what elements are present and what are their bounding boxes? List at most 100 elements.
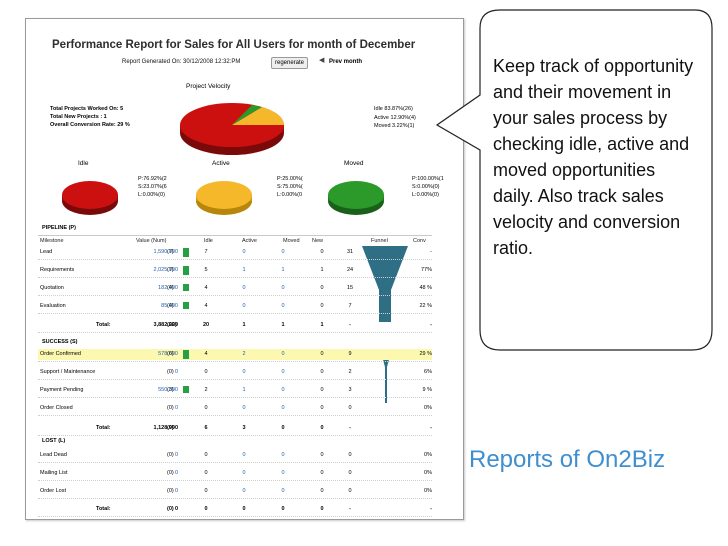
row-divider	[38, 259, 432, 260]
cell-moved[interactable]: 0	[281, 488, 285, 494]
cell-active[interactable]: 0	[242, 285, 246, 291]
moved-stat-p: P:100.00%(1	[412, 176, 444, 182]
total-projects-text: Total Projects Worked On: 5	[50, 106, 124, 112]
header-idle: Idle	[204, 238, 213, 244]
row-divider	[38, 480, 432, 481]
row-divider	[38, 462, 432, 463]
cell-moved[interactable]: 0	[281, 369, 285, 375]
cell-moved[interactable]: 0	[281, 351, 285, 357]
cell-active[interactable]: 0	[242, 303, 246, 309]
conversion-rate-text: Overall Conversion Rate: 29 %	[50, 122, 130, 128]
cell-active[interactable]: 0	[242, 452, 246, 458]
cell-moved[interactable]: 0	[281, 249, 285, 255]
cell-new: 0	[320, 405, 324, 411]
header-active: Active	[242, 238, 257, 244]
cell-new: 0	[320, 285, 324, 291]
legend-moved: Moved 3.22%(1)	[374, 123, 415, 129]
cell-idle: 0	[204, 506, 208, 512]
cell-num: (0)	[167, 506, 174, 512]
prev-month-link[interactable]: Prev month	[329, 59, 363, 65]
cell-moved: 1	[281, 322, 285, 328]
total-label: Total:	[96, 506, 111, 512]
row-divider	[38, 277, 432, 278]
cell-value[interactable]: 550,000	[158, 387, 178, 393]
active-stat-l: L:0.00%(0	[277, 192, 303, 198]
cell-conv: 6%	[424, 369, 432, 375]
cell-active[interactable]: 2	[242, 351, 246, 357]
cell-funnel-n: 31	[346, 249, 354, 255]
regenerate-button[interactable]: regenerate	[271, 57, 309, 69]
cell-value[interactable]: 0	[174, 470, 178, 476]
header-value: Value (Num)	[136, 238, 167, 244]
active-pie-stats: P:25.00%( S:75.00%( L:0.00%(0	[277, 175, 303, 199]
cell-conv: 0%	[424, 405, 432, 411]
divider	[38, 235, 432, 236]
cell-active[interactable]: 0	[242, 470, 246, 476]
cell-funnel-n: 9	[348, 351, 352, 357]
cell-funnel-n: 0	[348, 488, 352, 494]
cell-new: 1	[320, 267, 324, 273]
cell-num: (0)	[167, 470, 174, 476]
cell-value: 0	[174, 506, 178, 512]
cell-funnel-n: -	[349, 506, 351, 512]
cell-new: 0	[320, 249, 324, 255]
cell-active[interactable]: 0	[242, 249, 246, 255]
row-divider	[38, 332, 432, 333]
cell-value[interactable]: 1,590,000	[153, 249, 178, 255]
cell-idle: 0	[204, 369, 208, 375]
cell-value[interactable]: 0	[174, 369, 178, 375]
cell-moved[interactable]: 0	[281, 285, 285, 291]
cell-active: 3	[242, 425, 246, 431]
cell-funnel-n: 0	[348, 405, 352, 411]
highlight-row	[38, 349, 432, 360]
moved-pie-stats: P:100.00%(1 S:0.00%(0) L:0.00%(0)	[412, 175, 444, 199]
cell-name: Mailing List	[40, 470, 68, 476]
cell-conv: -	[430, 425, 432, 431]
cell-num: (7)	[167, 249, 174, 255]
cell-active[interactable]: 1	[242, 387, 246, 393]
cell-active[interactable]: 0	[242, 488, 246, 494]
cell-value[interactable]: 182,000	[158, 285, 178, 291]
row-divider	[38, 397, 432, 398]
cell-num: (3)	[167, 387, 174, 393]
cell-active[interactable]: 0	[242, 369, 246, 375]
cell-conv: 0%	[424, 452, 432, 458]
header-moved: Moved	[283, 238, 300, 244]
cell-new: 0	[320, 303, 324, 309]
value-bar	[183, 350, 189, 359]
cell-new: 0	[320, 351, 324, 357]
cell-value: 3,882,000	[153, 322, 178, 328]
velocity-summary: Total Projects Worked On: 5 Total New Pr…	[50, 105, 130, 129]
cell-value[interactable]: 2,025,000	[153, 267, 178, 273]
active-pie	[196, 181, 252, 215]
cell-active[interactable]: 1	[242, 267, 246, 273]
cell-moved[interactable]: 1	[281, 267, 285, 273]
row-divider	[38, 516, 432, 517]
cell-idle: 7	[204, 249, 208, 255]
cell-name: Order Lost	[40, 488, 66, 494]
cell-value[interactable]: 0	[174, 488, 178, 494]
cell-moved[interactable]: 0	[281, 387, 285, 393]
cell-value[interactable]: 578,000	[158, 351, 178, 357]
velocity-pie	[180, 103, 285, 155]
cell-active[interactable]: 0	[242, 405, 246, 411]
cell-moved[interactable]: 0	[281, 470, 285, 476]
cell-value[interactable]: 0	[174, 405, 178, 411]
header-funnel: Funnel	[371, 238, 388, 244]
prev-arrow-icon[interactable]: ◀	[319, 57, 325, 64]
total-label: Total:	[96, 425, 111, 431]
callout-text: Keep track of opportunity and their move…	[493, 56, 694, 258]
cell-value[interactable]: 0	[174, 452, 178, 458]
cell-moved[interactable]: 0	[281, 303, 285, 309]
cell-funnel-n: 3	[348, 387, 352, 393]
cell-conv: 22 %	[419, 303, 432, 309]
cell-moved[interactable]: 0	[281, 405, 285, 411]
cell-moved[interactable]: 0	[281, 452, 285, 458]
cell-num: (22)	[167, 322, 177, 328]
cell-value[interactable]: 85,000	[161, 303, 178, 309]
cell-idle: 0	[204, 470, 208, 476]
cell-name: Requirements	[40, 267, 75, 273]
cell-conv: -	[430, 506, 432, 512]
total-label: Total:	[96, 322, 111, 328]
